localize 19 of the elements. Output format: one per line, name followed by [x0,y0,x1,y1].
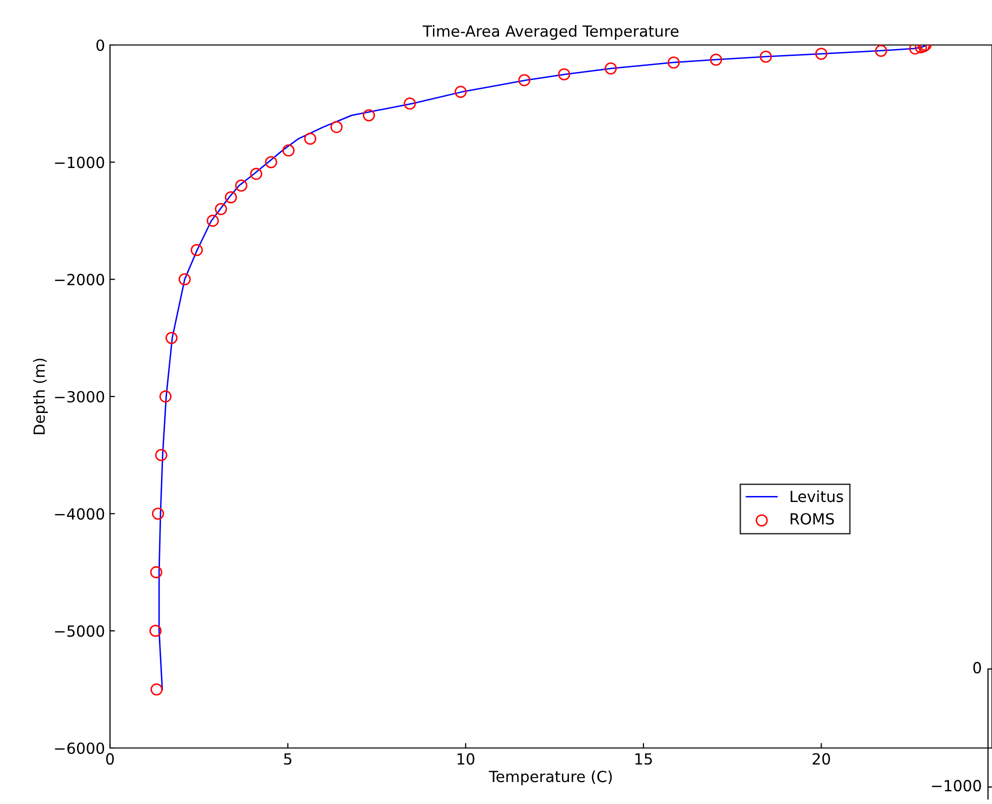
x-tick-label: 0 [106,753,114,765]
x-tick-label: 5 [284,753,292,765]
y-tick-label: −6000 [55,742,104,754]
x-tick-label: 10 [458,753,474,765]
legend-label: ROMS [790,513,834,525]
text: −1000 [932,780,981,792]
y-tick-label: 0 [96,39,104,52]
x-tick-label: 15 [635,753,652,765]
y-tick-label: −4000 [55,508,104,520]
y-tick-label: −3000 [55,390,104,403]
y-tick-label: −1000 [55,156,104,168]
y-axis-title: Depth (m) [33,358,48,434]
x-tick-label: 20 [812,753,830,765]
annotation: 0 [973,662,981,674]
x-axis-title: Temperature (C) [488,770,612,786]
y-tick-label: −2000 [55,274,104,286]
y-tick-label: −5000 [55,625,104,637]
legend-label: Levitus [790,490,844,502]
chart-title: Time-Area Averaged Temperature [422,25,678,40]
